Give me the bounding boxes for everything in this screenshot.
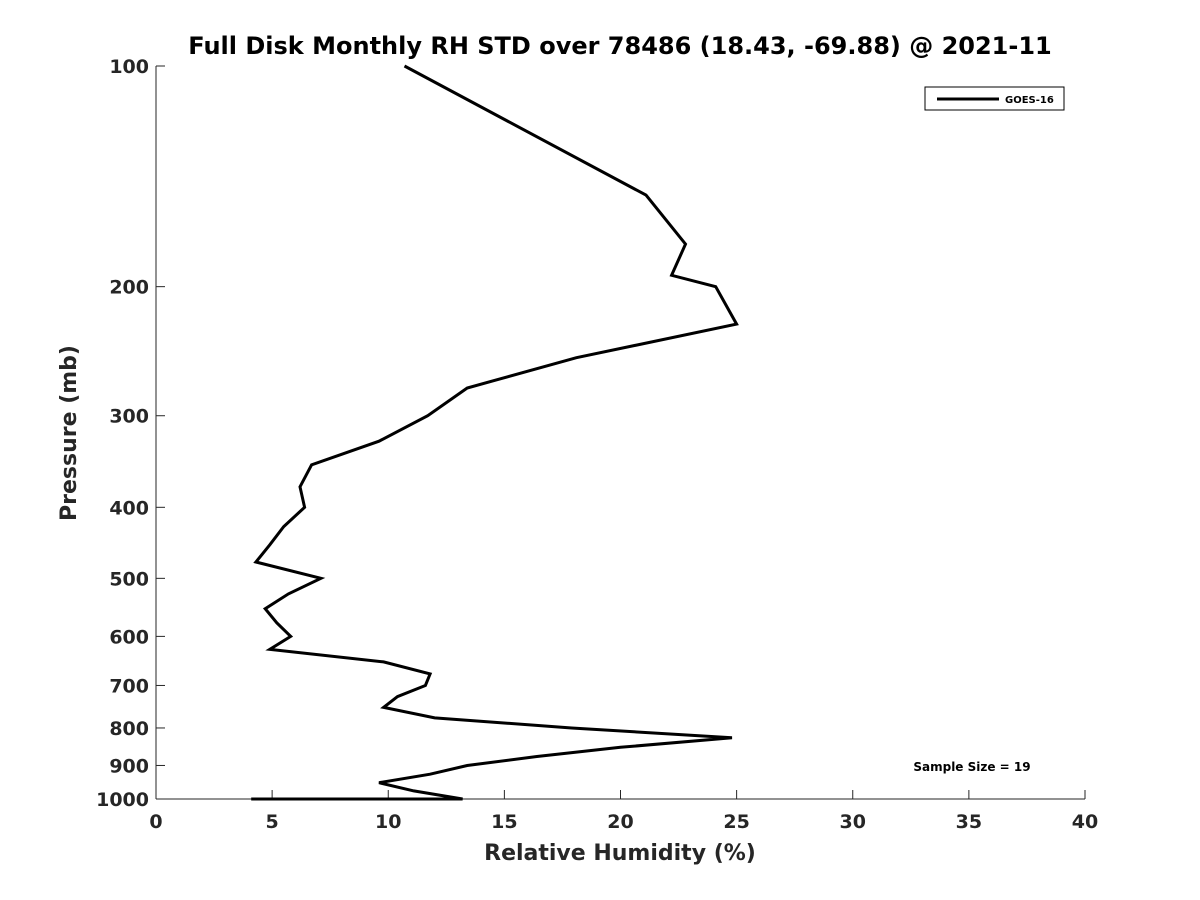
x-tick-label: 35 — [956, 811, 982, 833]
axes — [155, 65, 1086, 800]
y-axis-label: Pressure (mb) — [57, 345, 82, 521]
x-tick-label: 25 — [723, 811, 749, 833]
y-tick-label: 500 — [109, 568, 149, 590]
plot-area — [251, 64, 739, 801]
y-tick-label: 400 — [109, 497, 149, 519]
y-tick-label: 800 — [109, 718, 149, 740]
x-tick-label: 10 — [375, 811, 401, 833]
x-tick-label: 20 — [607, 811, 633, 833]
legend: GOES-16 — [924, 86, 1065, 111]
y-tick-label: 100 — [109, 56, 149, 78]
sample-size-annotation: Sample Size = 19 — [913, 760, 1030, 774]
chart-title: Full Disk Monthly RH STD over 78486 (18.… — [188, 32, 1051, 60]
series-line-goes-16 — [251, 64, 739, 801]
x-axis-label: Relative Humidity (%) — [484, 841, 756, 866]
y-tick-label: 1000 — [96, 789, 149, 811]
y-tick-label: 200 — [109, 277, 149, 299]
x-tick-label: 30 — [840, 811, 866, 833]
y-tick-label: 600 — [109, 626, 149, 648]
x-tick-label: 40 — [1072, 811, 1098, 833]
legend-label-goes-16: GOES-16 — [1005, 95, 1054, 106]
y-tick-label: 700 — [109, 675, 149, 697]
y-tick-label: 300 — [109, 406, 149, 428]
x-tick-label: 15 — [491, 811, 517, 833]
x-tick-label: 0 — [149, 811, 162, 833]
y-tick-label: 900 — [109, 755, 149, 777]
tick-labels: 0 5 10 15 20 25 30 35 40 100 200 300 400 500 600 700 800… — [96, 56, 1098, 833]
x-tick-label: 5 — [266, 811, 279, 833]
